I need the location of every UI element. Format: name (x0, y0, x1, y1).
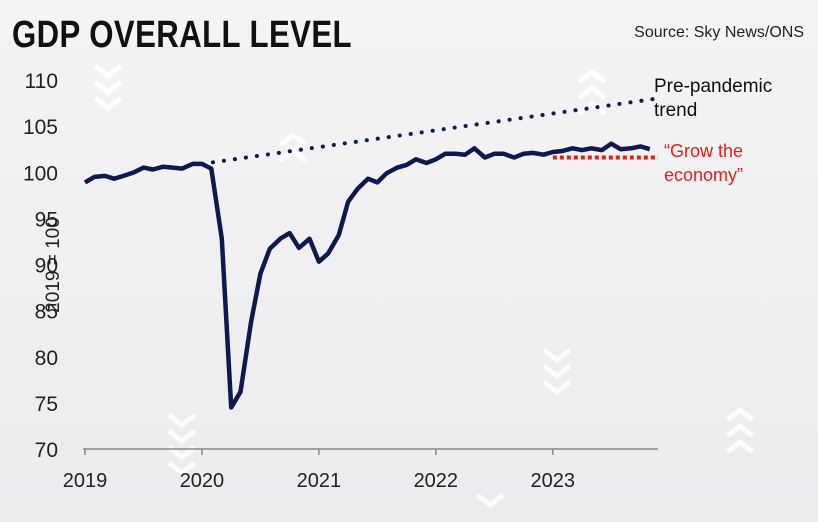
y-tick-label: 95 (35, 208, 58, 231)
chevron-icon (725, 423, 755, 438)
chevron-icon (725, 439, 755, 454)
y-tick-label: 85 (35, 301, 58, 324)
y-tick-label: 75 (35, 393, 58, 416)
annotation-trend-line1: Pre-pandemic (654, 76, 772, 97)
chevron-icon (542, 348, 572, 363)
chevron-icon (93, 64, 123, 79)
series-line-pre-pandemic-trend (199, 96, 660, 166)
y-tick-label: 80 (35, 347, 58, 370)
x-tick-label: 2023 (531, 470, 576, 492)
x-tick-label: 2021 (297, 470, 342, 492)
chevron-icon (167, 445, 197, 460)
y-tick-label: 90 (35, 255, 58, 278)
y-tick-label: 100 (23, 162, 58, 185)
y-tick-label: 70 (35, 439, 58, 462)
annotation-trend-line2: trend (654, 100, 697, 121)
series-line-gdp (83, 141, 651, 410)
source-note: Source: Sky News/ONS (634, 24, 804, 41)
chevron-icon (542, 380, 572, 395)
y-tick-label: 105 (23, 116, 58, 139)
chevron-icon (167, 461, 197, 476)
x-tick-label: 2022 (414, 470, 459, 492)
background-chevrons (93, 64, 755, 508)
x-tick-label: 2020 (180, 470, 225, 492)
annotation-target-line2: economy” (664, 165, 743, 185)
chevron-icon (167, 429, 197, 444)
annotation-target-line1: “Grow the (664, 141, 743, 161)
chevron-icon (93, 96, 123, 111)
y-tick-label: 110 (25, 70, 58, 93)
chevron-icon (475, 493, 505, 508)
chevron-icon (577, 69, 607, 84)
chevron-icon (93, 80, 123, 95)
chevron-icon (278, 132, 308, 147)
chevron-icon (167, 413, 197, 428)
chevron-icon (577, 85, 607, 100)
chevron-icon (577, 101, 607, 116)
chart-series (83, 96, 660, 410)
chevron-icon (278, 148, 308, 163)
x-tick-label: 2019 (63, 470, 108, 492)
chart-axes: 70 75 80 85 90 95 100 105 110 2019 2020 2021 2022 202… (23, 70, 658, 492)
chevron-icon (542, 364, 572, 379)
chart-title: GDP OVERALL LEVEL (12, 14, 352, 56)
chart-annotations: Pre-pandemic trend “Grow the economy” (654, 76, 772, 185)
chevron-icon (725, 407, 755, 422)
